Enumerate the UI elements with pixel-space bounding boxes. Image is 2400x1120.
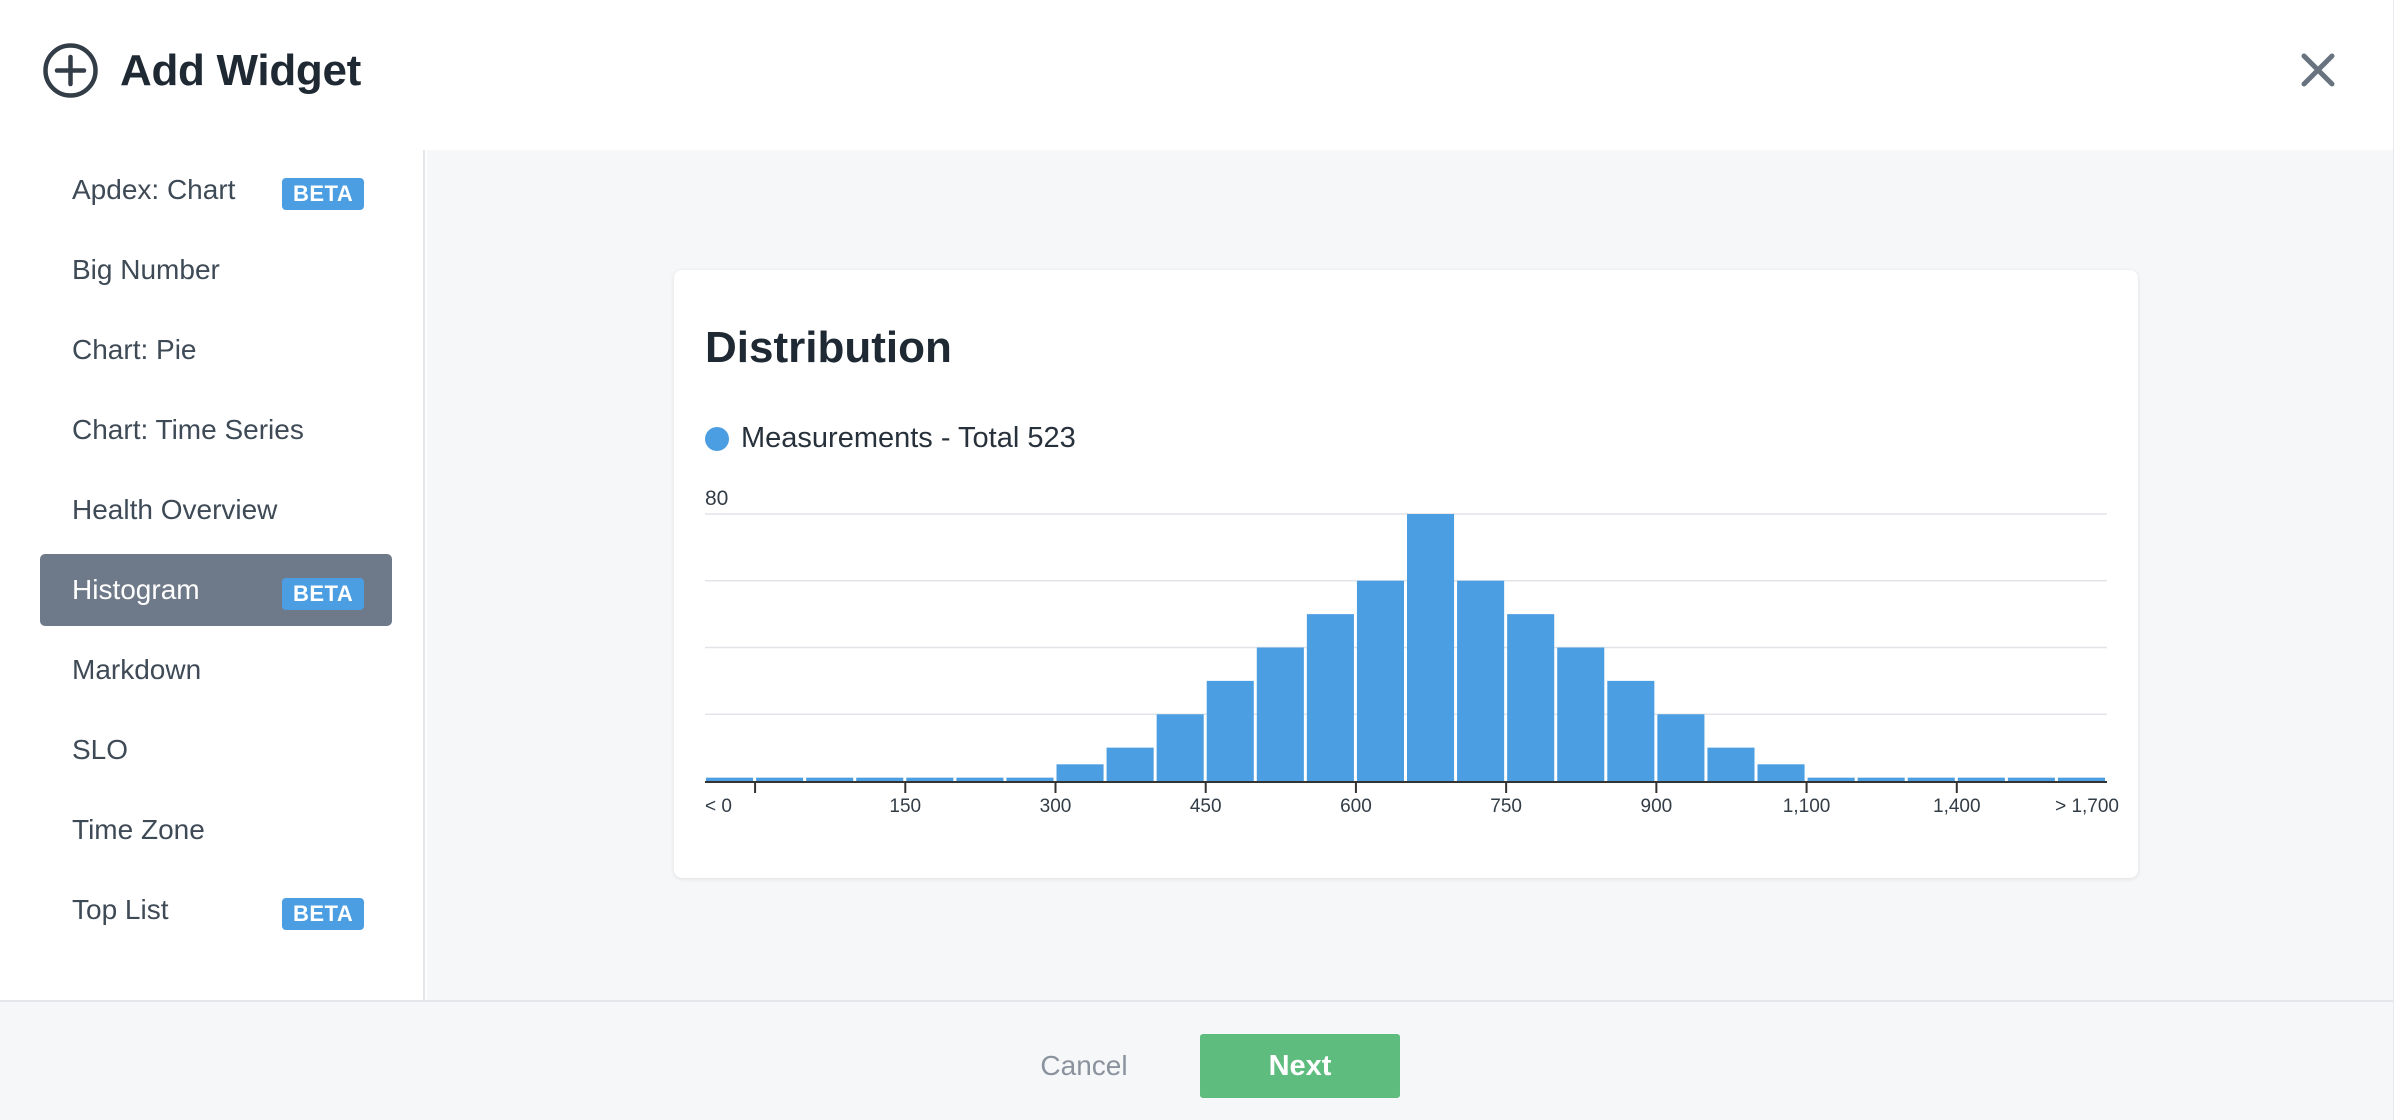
sidebar-item-label: Chart: Time Series — [72, 414, 304, 445]
plus-circle-icon — [43, 43, 98, 98]
histogram-bar — [1607, 680, 1655, 781]
sidebar-item-label: SLO — [72, 734, 129, 765]
histogram-bar — [1206, 680, 1254, 781]
histogram-bar — [1056, 764, 1104, 781]
histogram-bar — [956, 777, 1004, 781]
y-tick-label: 80 — [705, 487, 728, 510]
histogram-bar — [856, 777, 904, 781]
widget-type-list: Apdex: Chart BETA Big Number Chart: Pie … — [0, 150, 425, 1000]
sidebar-item-label: Big Number — [72, 254, 220, 285]
widget-preview-area: Distribution Measurements - Total 523 80… — [427, 150, 2393, 1000]
scrollbar[interactable] — [2393, 0, 2400, 1120]
histogram-bar — [1256, 647, 1304, 781]
histogram-bar — [1407, 514, 1455, 781]
histogram-bar — [1657, 714, 1705, 781]
x-tick-label: 900 — [1641, 796, 1673, 817]
sidebar-item-apdex-chart[interactable]: Apdex: Chart BETA — [40, 154, 392, 226]
histogram-bar — [1757, 764, 1805, 781]
histogram-bar — [2007, 777, 2055, 781]
histogram-bar — [1807, 777, 1855, 781]
histogram-bar — [1557, 647, 1605, 781]
histogram-chart: 80 < 0 150 300 450 600 750 900 1,100 1,400 > 1,700 — [705, 487, 2119, 817]
x-tick-label: 150 — [889, 796, 921, 817]
legend-label: Measurements - Total 523 — [741, 422, 1076, 454]
histogram-bar — [1907, 777, 1955, 781]
histogram-bar — [1457, 580, 1505, 781]
histogram-bar — [906, 777, 954, 781]
x-tick-label: > 1,700 — [2055, 796, 2119, 817]
x-tick-label: 1,100 — [1783, 796, 1831, 817]
cancel-button[interactable]: Cancel — [1040, 1050, 1128, 1081]
sidebar-item-markdown[interactable]: Markdown — [40, 634, 392, 706]
histogram-bar — [1106, 747, 1154, 781]
dialog-title: Add Widget — [120, 46, 361, 95]
next-button[interactable]: Next — [1200, 1034, 1400, 1098]
sidebar-item-label: Chart: Pie — [72, 334, 197, 365]
preview-card: Distribution Measurements - Total 523 80… — [674, 270, 2138, 878]
sidebar-item-label: Markdown — [72, 654, 202, 685]
sidebar-item-label: Histogram — [72, 574, 200, 605]
beta-badge: BETA — [282, 898, 365, 930]
histogram-bar — [706, 777, 754, 781]
sidebar-item-chart-pie[interactable]: Chart: Pie — [40, 314, 392, 386]
histogram-bar — [1306, 614, 1354, 781]
histogram-bar — [1857, 777, 1905, 781]
histogram-bar — [756, 777, 804, 781]
x-tick-label: 600 — [1340, 796, 1372, 817]
beta-badge: BETA — [282, 178, 365, 210]
dialog-header: Add Widget — [0, 0, 2400, 150]
sidebar-item-big-number[interactable]: Big Number — [40, 234, 392, 306]
beta-badge: BETA — [282, 578, 365, 610]
x-tick-label: 300 — [1040, 796, 1072, 817]
x-tick-label: < 0 — [705, 796, 732, 817]
sidebar-item-label: Health Overview — [72, 494, 278, 525]
histogram-bar — [2057, 777, 2105, 781]
histogram-bar — [806, 777, 854, 781]
x-tick-label: 1,400 — [1933, 796, 1981, 817]
close-icon[interactable] — [2296, 48, 2340, 92]
sidebar-item-health-overview[interactable]: Health Overview — [40, 474, 392, 546]
histogram-bar — [1356, 580, 1404, 781]
histogram-bar — [1507, 614, 1555, 781]
sidebar-item-label: Time Zone — [72, 814, 205, 845]
chart-title: Distribution — [705, 323, 952, 372]
histogram-bar — [1957, 777, 2005, 781]
histogram-bar — [1707, 747, 1755, 781]
histogram-bar — [1006, 777, 1054, 781]
sidebar-item-label: Top List — [72, 894, 169, 925]
legend-swatch — [705, 427, 729, 451]
x-tick-label: 750 — [1490, 796, 1522, 817]
sidebar-item-label: Apdex: Chart — [72, 174, 236, 205]
dialog-footer: Cancel Next — [0, 1000, 2393, 1120]
sidebar-item-top-list[interactable]: Top List BETA — [40, 874, 392, 946]
x-tick-label: 450 — [1190, 796, 1222, 817]
sidebar-item-histogram[interactable]: Histogram BETA — [40, 554, 392, 626]
sidebar-item-time-zone[interactable]: Time Zone — [40, 794, 392, 866]
sidebar-item-slo[interactable]: SLO — [40, 714, 392, 786]
histogram-bar — [1156, 714, 1204, 781]
sidebar-item-chart-time-series[interactable]: Chart: Time Series — [40, 394, 392, 466]
